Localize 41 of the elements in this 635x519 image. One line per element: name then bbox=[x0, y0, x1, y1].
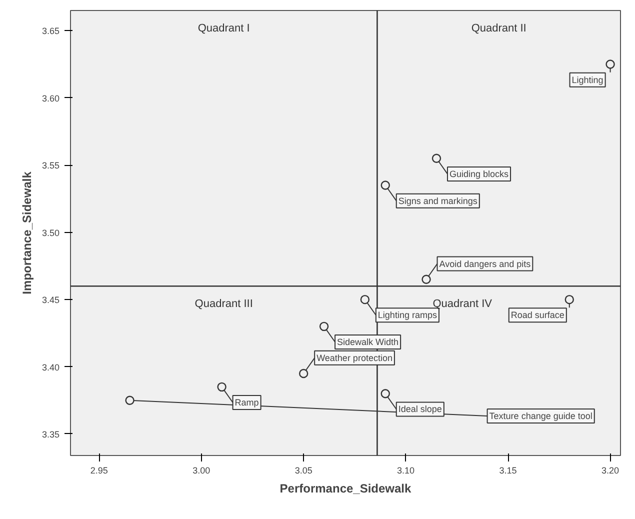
x-tick-label: 3.10 bbox=[397, 466, 415, 476]
annotation: Sidewalk Width bbox=[337, 337, 399, 348]
point bbox=[432, 154, 442, 163]
point bbox=[217, 382, 226, 392]
x-tick-label: 2.95 bbox=[90, 466, 108, 476]
y-tick-label: 3.40 bbox=[42, 362, 60, 372]
annotation: Lighting ramps bbox=[378, 310, 438, 320]
point bbox=[298, 368, 308, 378]
point bbox=[564, 294, 574, 304]
point bbox=[422, 274, 431, 284]
point bbox=[319, 322, 329, 332]
y-tick-label: 3.45 bbox=[42, 295, 60, 306]
annotation: Ramp bbox=[234, 398, 259, 408]
x-tick-label: 3.20 bbox=[602, 466, 620, 476]
annotation: Ideal slope bbox=[398, 404, 442, 414]
annotation: Signs and markings bbox=[398, 196, 478, 206]
point bbox=[360, 294, 370, 304]
y-tick-label: 3.55 bbox=[42, 160, 60, 171]
point bbox=[380, 180, 390, 190]
y-tick-label: 3.60 bbox=[42, 93, 60, 104]
annotation: Quadrant I bbox=[198, 22, 250, 34]
x-tick-label: 3.00 bbox=[192, 466, 210, 476]
annotation: Quadrant III bbox=[194, 298, 253, 310]
x-tick-label: 3.05 bbox=[294, 466, 312, 476]
y-tick-label: 3.65 bbox=[42, 26, 60, 36]
annotation: Quadrant II bbox=[471, 22, 526, 34]
point bbox=[606, 60, 615, 69]
point bbox=[125, 396, 134, 405]
annotation: Texture change guide tool bbox=[489, 410, 592, 421]
y-tick-label: 3.35 bbox=[42, 429, 60, 440]
y-tick-label: 3.50 bbox=[42, 228, 60, 238]
annotation: Weather protection bbox=[316, 352, 392, 363]
x-tick-label: 3.15 bbox=[499, 466, 517, 476]
point bbox=[380, 389, 390, 398]
annotation: Guiding blocks bbox=[449, 168, 510, 179]
annotation: Road surface bbox=[510, 310, 564, 320]
annotation: Lighting bbox=[572, 74, 604, 85]
annotation: Quadrant IV bbox=[432, 298, 493, 310]
annotation: Avoid dangers and pits bbox=[439, 258, 532, 269]
x-axis-title: Performance_Sidewalk bbox=[280, 482, 412, 496]
y-axis-title: Importance_Sidewalk bbox=[20, 171, 34, 294]
